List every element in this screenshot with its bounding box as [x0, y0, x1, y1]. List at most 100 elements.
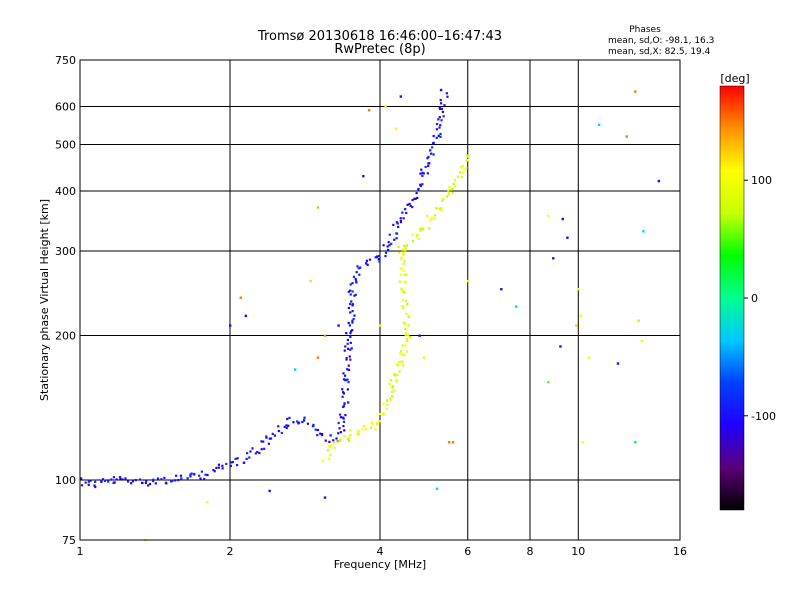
- data-point: [249, 450, 252, 453]
- data-point: [431, 146, 434, 149]
- data-point: [339, 431, 343, 434]
- data-point: [277, 425, 280, 428]
- data-point: [344, 345, 347, 348]
- data-points: [80, 88, 661, 542]
- data-point: [405, 211, 408, 215]
- data-point: [561, 217, 564, 221]
- data-point: [657, 179, 661, 183]
- data-point: [446, 95, 449, 98]
- data-point: [388, 382, 391, 386]
- data-point: [426, 214, 429, 217]
- data-point: [382, 412, 385, 416]
- data-point: [415, 235, 418, 238]
- data-point: [309, 279, 312, 283]
- data-point: [403, 244, 406, 247]
- data-point: [379, 324, 382, 327]
- data-point: [345, 358, 348, 361]
- data-point: [280, 431, 283, 435]
- data-point: [422, 172, 425, 175]
- data-point: [625, 135, 628, 138]
- data-point: [121, 478, 124, 481]
- data-point: [433, 217, 436, 220]
- data-point: [346, 347, 350, 350]
- data-point: [341, 405, 345, 409]
- data-point: [348, 436, 351, 439]
- data-point: [424, 165, 427, 169]
- data-point: [385, 407, 388, 410]
- data-point: [404, 208, 407, 211]
- data-point: [399, 217, 402, 220]
- data-point: [316, 434, 319, 437]
- data-point: [107, 480, 110, 483]
- data-point: [395, 363, 399, 366]
- data-point: [439, 102, 443, 105]
- data-point: [402, 364, 405, 367]
- data-point: [349, 302, 352, 306]
- data-point: [302, 418, 306, 422]
- data-point: [100, 479, 103, 482]
- data-point: [432, 153, 435, 156]
- data-point: [370, 421, 373, 424]
- data-point: [319, 432, 322, 435]
- data-point: [421, 171, 424, 174]
- data-point: [427, 164, 430, 168]
- x-tick-label: 2: [227, 545, 234, 558]
- data-point: [384, 255, 387, 258]
- data-point: [245, 457, 248, 461]
- data-point: [338, 439, 341, 442]
- data-point: [89, 479, 92, 482]
- chart-subtitle: RwPretec (8p): [334, 42, 425, 57]
- data-point: [419, 183, 422, 186]
- data-point: [350, 347, 353, 350]
- data-point: [407, 324, 410, 327]
- data-point: [260, 440, 263, 443]
- x-tick-label: 16: [673, 545, 687, 558]
- data-point: [342, 372, 345, 375]
- data-point: [401, 211, 404, 214]
- data-point: [229, 464, 232, 467]
- data-point: [414, 197, 417, 201]
- data-point: [435, 487, 439, 490]
- x-tick-label: 1: [77, 545, 84, 558]
- data-point: [461, 164, 464, 168]
- data-point: [347, 321, 350, 325]
- data-point: [348, 355, 351, 358]
- data-point: [466, 158, 469, 162]
- data-point: [242, 461, 245, 464]
- data-point: [399, 352, 402, 355]
- data-point: [405, 350, 409, 353]
- data-point: [402, 253, 405, 256]
- data-point: [103, 479, 107, 483]
- data-point: [354, 279, 358, 282]
- data-point: [189, 475, 192, 478]
- data-point: [342, 392, 345, 395]
- data-point: [326, 449, 330, 452]
- x-tick-label: 10: [571, 545, 585, 558]
- data-point: [566, 236, 569, 239]
- data-point: [445, 195, 449, 198]
- data-point: [343, 374, 347, 377]
- data-point: [349, 311, 352, 314]
- data-point: [408, 202, 411, 206]
- data-point: [341, 388, 344, 391]
- data-point: [435, 128, 438, 131]
- data-point: [415, 191, 418, 195]
- data-point: [239, 296, 242, 299]
- x-tick-labels: 1 2 4 6 8 10 16: [77, 545, 688, 558]
- data-point: [87, 480, 90, 483]
- data-point: [382, 402, 385, 405]
- data-point: [441, 110, 445, 113]
- y-axis-label: Stationary phase Virtual Height [km]: [38, 199, 51, 401]
- data-point: [395, 378, 398, 381]
- data-point: [398, 361, 401, 364]
- data-point: [411, 240, 415, 243]
- data-point: [263, 447, 266, 450]
- data-point: [171, 479, 174, 482]
- x-tick-label: 8: [527, 545, 534, 558]
- data-point: [575, 324, 578, 327]
- data-point: [351, 309, 354, 313]
- data-point: [292, 421, 295, 424]
- data-point: [450, 188, 453, 191]
- data-point: [460, 166, 463, 169]
- data-point: [175, 474, 178, 477]
